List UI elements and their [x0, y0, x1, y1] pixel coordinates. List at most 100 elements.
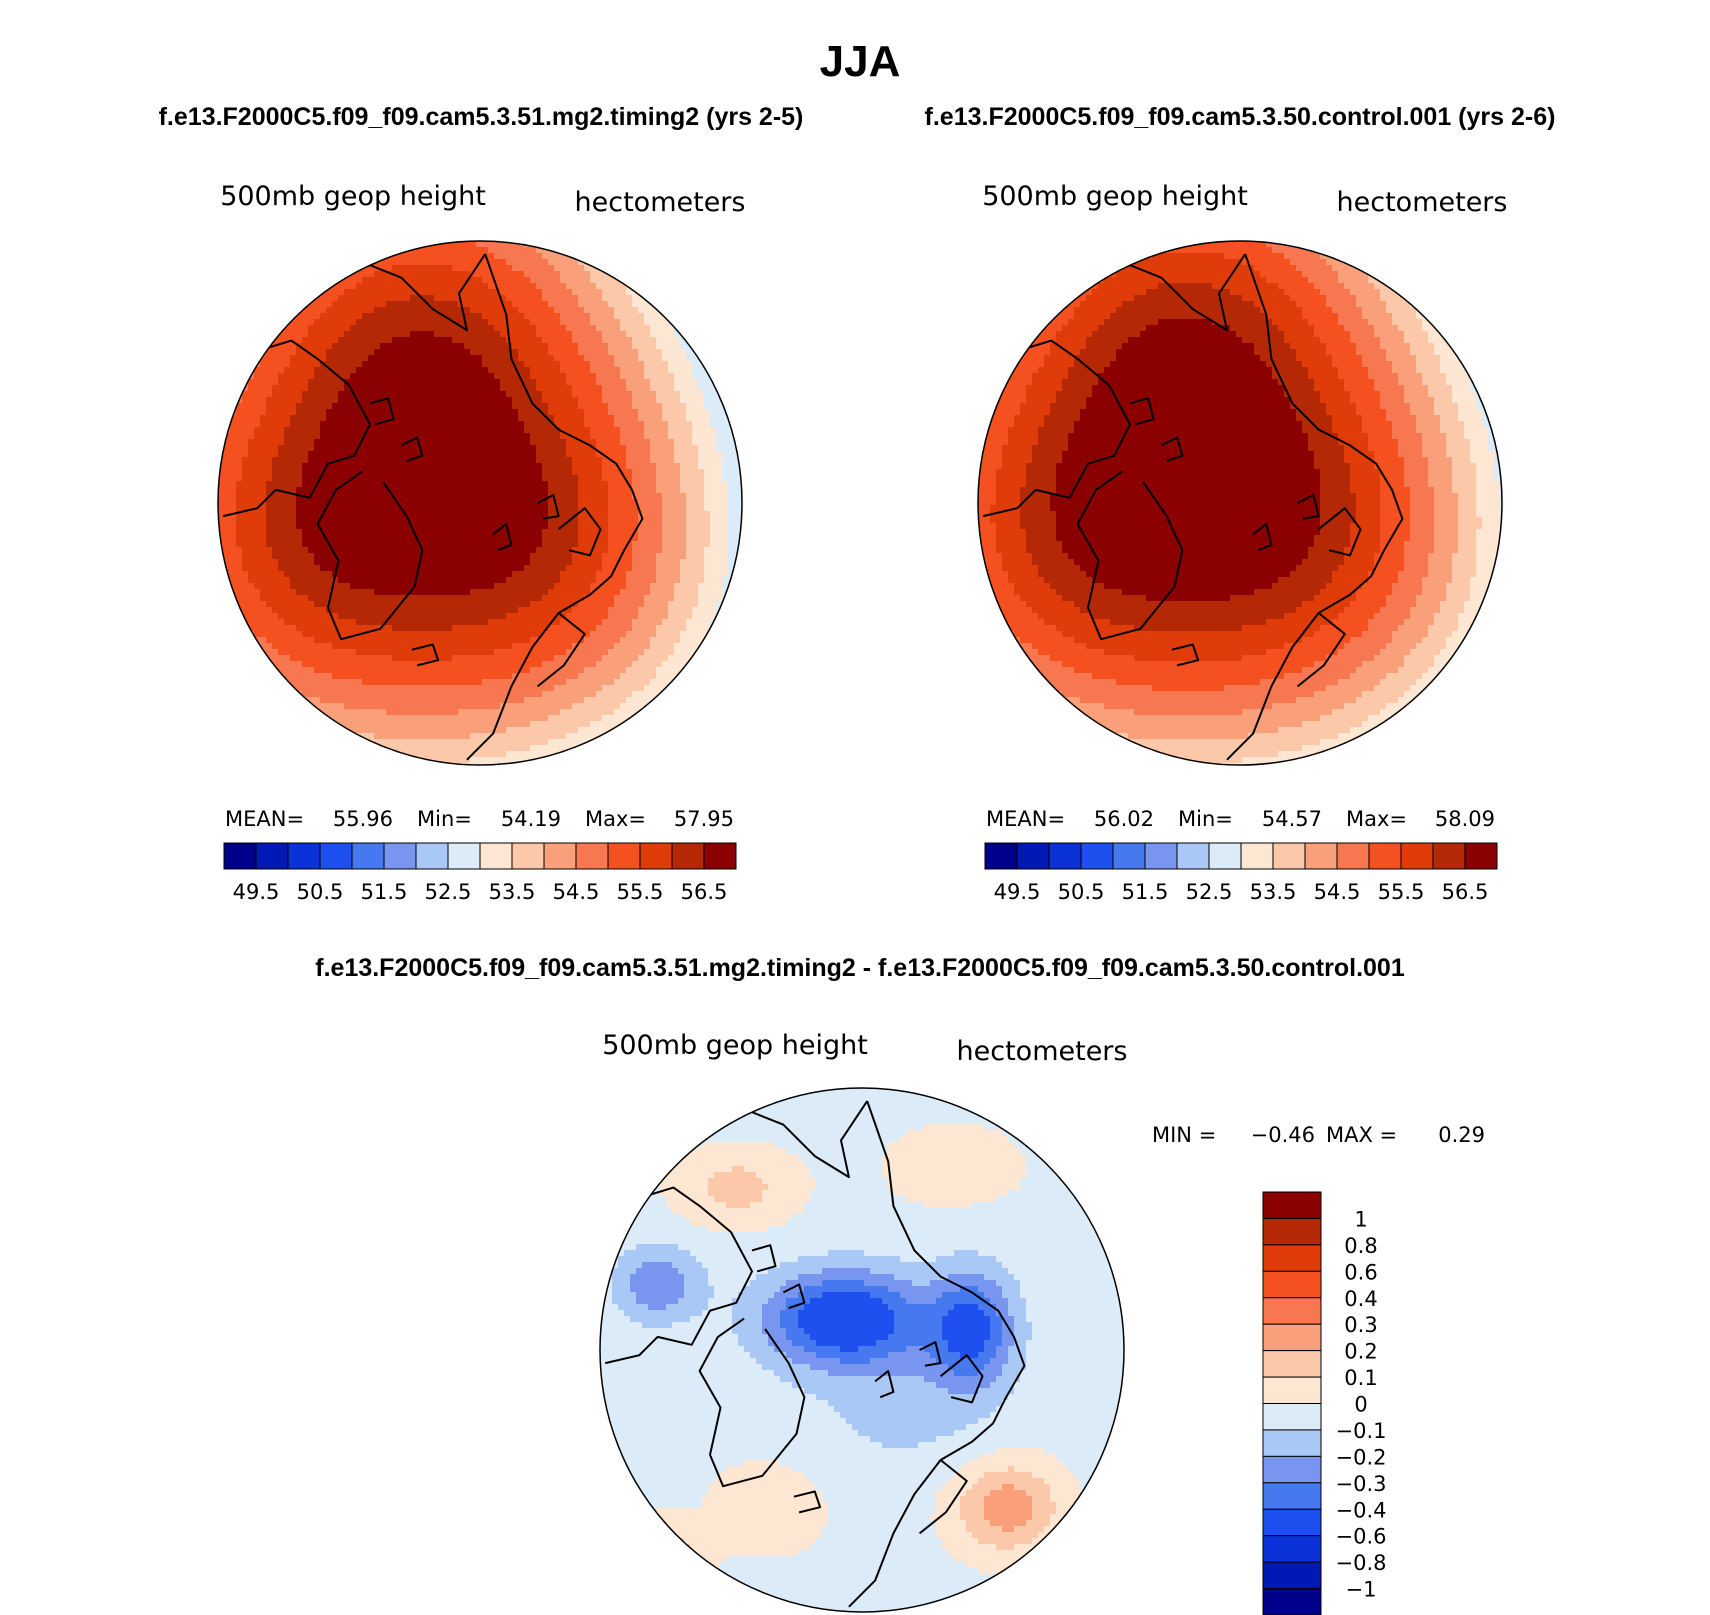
contour-cell-left [422, 307, 429, 314]
contour-cell-left [674, 361, 681, 368]
contour-cell-left [518, 529, 525, 536]
contour-cell-left [374, 601, 381, 608]
contour-cell-left [308, 523, 315, 530]
contour-cell-left [380, 607, 387, 614]
contour-cell-left [224, 559, 231, 566]
contour-cell-left [518, 301, 525, 308]
contour-cell-left [296, 415, 303, 422]
contour-cell-left [374, 541, 381, 548]
contour-cell-left [296, 583, 303, 590]
contour-cell-left [614, 547, 621, 554]
contour-cell-left [404, 433, 411, 440]
contour-cell-left [608, 391, 615, 398]
contour-cell-left [302, 379, 309, 386]
contour-cell-left [680, 349, 687, 356]
contour-cell-left [284, 625, 291, 632]
contour-cell-left [428, 433, 435, 440]
contour-cell-left [452, 301, 459, 308]
contour-cell-left [608, 289, 615, 296]
contour-cell-left [374, 613, 381, 620]
contour-cell-left [500, 571, 507, 578]
contour-cell-left [728, 499, 735, 506]
contour-cell-left [524, 337, 531, 344]
contour-cell-left [260, 547, 267, 554]
contour-cell-left [218, 487, 225, 494]
contour-cell-left [320, 439, 327, 446]
contour-cell-left [698, 547, 705, 554]
contour-cell-left [356, 385, 363, 392]
contour-cell-left [428, 595, 435, 602]
contour-cell-left [386, 451, 393, 458]
contour-cell-left [506, 475, 513, 482]
contour-cell-left [632, 295, 639, 302]
contour-cell-left [614, 553, 621, 560]
contour-cell-left [386, 349, 393, 356]
contour-cell-left [458, 619, 465, 626]
contour-cell-left [302, 559, 309, 566]
contour-cell-left [668, 577, 675, 584]
contour-cell-left [332, 511, 339, 518]
contour-cell-left [398, 565, 405, 572]
contour-cell-left [332, 379, 339, 386]
contour-cell-left [638, 343, 645, 350]
contour-cell-left [542, 601, 549, 608]
contour-cell-left [428, 325, 435, 332]
contour-cell-left [290, 559, 297, 566]
contour-cell-left [536, 475, 543, 482]
contour-cell-left [572, 517, 579, 524]
contour-cell-left [650, 349, 657, 356]
contour-cell-left [482, 583, 489, 590]
contour-cell-left [644, 361, 651, 368]
contour-cell-left [434, 313, 441, 320]
contour-cell-left [566, 289, 573, 296]
contour-cell-left [302, 319, 309, 326]
contour-cell-left [326, 325, 333, 332]
contour-cell-left [416, 619, 423, 626]
contour-cell-left [536, 397, 543, 404]
contour-cell-left [506, 385, 513, 392]
contour-cell-left [338, 367, 345, 374]
contour-cell-left [362, 283, 369, 290]
contour-cell-left [350, 415, 357, 422]
contour-cell-left [710, 511, 717, 518]
contour-cell-left [356, 295, 363, 302]
contour-cell-left [548, 403, 555, 410]
contour-cell-left [584, 457, 591, 464]
contour-cell-left [422, 613, 429, 620]
contour-cell-left [290, 355, 297, 362]
contour-cell-left [722, 385, 729, 392]
contour-cell-left [452, 517, 459, 524]
contour-cell-left [332, 415, 339, 422]
contour-cell-left [548, 469, 555, 476]
contour-cell-left [440, 343, 447, 350]
contour-cell-left [518, 589, 525, 596]
contour-cell-left [596, 415, 603, 422]
contour-cell-left [326, 367, 333, 374]
contour-cell-left [542, 493, 549, 500]
contour-cell-left [620, 427, 627, 434]
contour-cell-left [542, 439, 549, 446]
contour-cell-left [506, 241, 513, 248]
contour-cell-left [668, 511, 675, 518]
contour-cell-left [536, 487, 543, 494]
contour-cell-left [674, 367, 681, 374]
contour-cell-left [230, 517, 237, 524]
contour-cell-left [344, 505, 351, 512]
contour-cell-left [428, 457, 435, 464]
contour-cell-left [656, 361, 663, 368]
contour-cell-left [470, 319, 477, 326]
contour-cell-left [422, 253, 429, 260]
contour-cell-left [344, 415, 351, 422]
contour-cell-left [296, 571, 303, 578]
contour-cell-left [644, 541, 651, 548]
contour-cell-left [584, 529, 591, 536]
contour-cell-left [476, 487, 483, 494]
contour-cell-left [236, 517, 243, 524]
contour-cell-left [590, 253, 597, 260]
contour-cell-left [632, 283, 639, 290]
contour-cell-left [296, 349, 303, 356]
contour-cell-left [506, 601, 513, 608]
contour-cell-left [446, 409, 453, 416]
contour-cell-left [476, 253, 483, 260]
contour-cell-left [548, 427, 555, 434]
